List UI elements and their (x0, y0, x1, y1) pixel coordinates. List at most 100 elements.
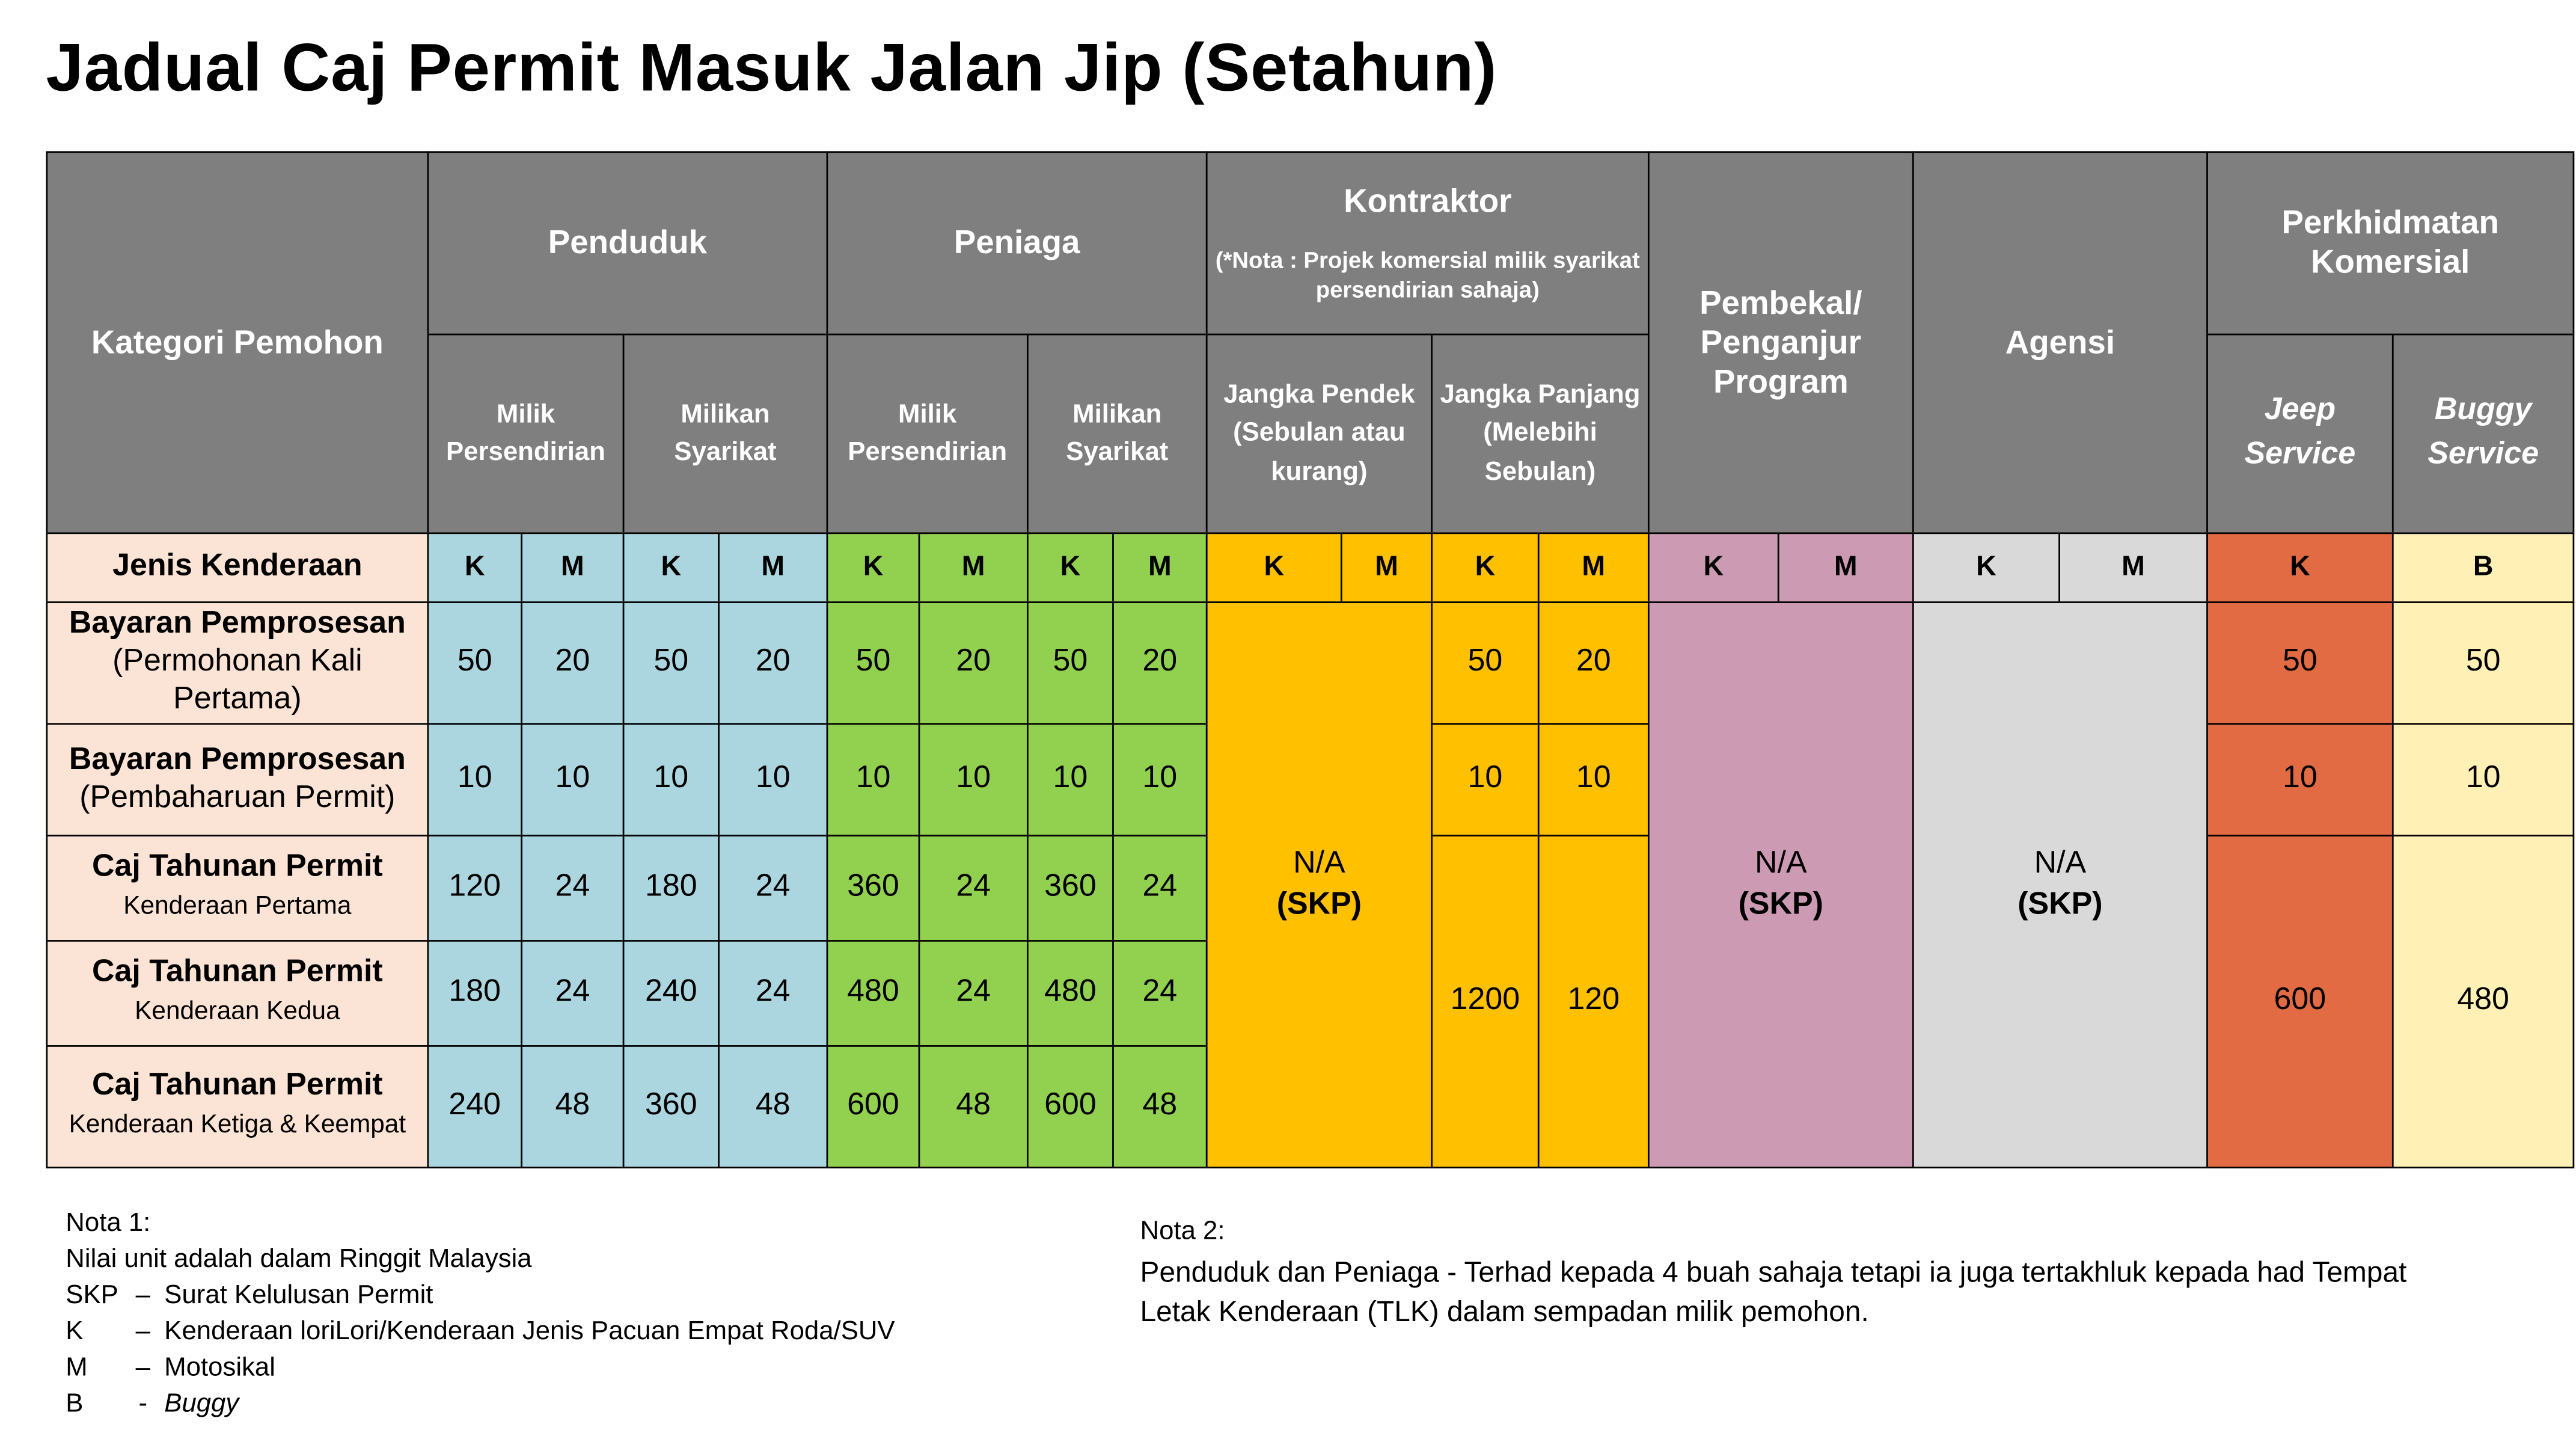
value-text: 50 (1053, 644, 1088, 679)
row-label: Jenis Kenderaan (46, 532, 429, 603)
vehicle-type: K (1647, 532, 1779, 603)
value-text: 24 (956, 974, 991, 1010)
value-text: 10 (555, 761, 590, 796)
value-cell: 48 (521, 1045, 625, 1169)
value-cell: 20 (521, 601, 625, 725)
value-cell: 360 (1026, 835, 1114, 942)
note-sep: – (135, 1354, 150, 1382)
na-text: N/A (1755, 845, 1807, 881)
value-cell: 50 (622, 601, 720, 725)
value-cell: 48 (1112, 1045, 1208, 1169)
note-abbr: SKP (66, 1281, 118, 1310)
vehicle-type-text: M (1148, 551, 1172, 583)
vehicle-type-text: K (464, 551, 485, 583)
value-cell: 180 (427, 940, 523, 1047)
vehicle-type: K (622, 532, 720, 603)
note-heading: Nota 1: (66, 1209, 151, 1238)
value-text: 10 (855, 761, 891, 796)
vehicle-type: M (1537, 532, 1650, 603)
value-text: 360 (847, 869, 899, 904)
value-cell: 50 (2206, 601, 2394, 725)
vehicle-type: M (521, 532, 625, 603)
sub-header-text: Milik Persendirian (848, 400, 1008, 467)
not-applicable-cell: N/A (SKP) (1205, 601, 1433, 1169)
value-text: 20 (1142, 644, 1178, 679)
group-header: Perkhidmatan Komersial (2206, 151, 2575, 336)
value-text: 240 (645, 974, 697, 1010)
value-text: 10 (755, 761, 791, 796)
value-cell: 50 (1431, 601, 1540, 725)
note-def: Kenderaan loriLori/Kenderaan Jenis Pacua… (164, 1318, 895, 1346)
vehicle-type: M (1112, 532, 1208, 603)
value-cell: 24 (918, 835, 1029, 942)
row-label-title: Caj Tahunan Permit (91, 1069, 383, 1103)
value-text: 20 (555, 644, 590, 679)
value-text: 600 (1044, 1088, 1097, 1123)
value-cell: 120 (427, 835, 523, 942)
group-note: (*Nota : Projek komersial milik syarikat… (1215, 246, 1640, 302)
value-text: 120 (1567, 983, 1620, 1017)
note-block: Nota 2: Penduduk dan Peniaga - Terhad kep… (1140, 1213, 2455, 1331)
vehicle-type: K (1912, 532, 2060, 603)
value-text: 24 (755, 974, 791, 1010)
note-abbr: B (66, 1390, 84, 1419)
na-note: (SKP) (1276, 886, 1362, 921)
vehicle-type: M (1340, 532, 1433, 603)
vehicle-type: K (1026, 532, 1114, 603)
row-label-title: Bayaran Pemprosesan (69, 742, 406, 777)
vehicle-type-text: M (961, 551, 985, 583)
value-text: 50 (2465, 644, 2501, 679)
note-item: B - Buggy (66, 1387, 895, 1423)
value-text: 10 (1053, 761, 1088, 796)
value-text: 1200 (1450, 983, 1520, 1017)
value-cell: 20 (918, 601, 1029, 725)
vehicle-type-text: M (761, 551, 785, 583)
note-item: SKP – Surat Kelulusan Permit (66, 1278, 895, 1315)
value-cell: 24 (718, 940, 828, 1047)
value-cell: 50 (826, 601, 920, 725)
sub-header-text: Milik Persendirian (446, 400, 605, 467)
group-header: Peniaga (826, 151, 1208, 336)
value-text: 24 (755, 869, 791, 904)
value-text: 480 (2457, 983, 2509, 1017)
value-text: 50 (1467, 644, 1503, 679)
header-cell: Kategori Pemohon (46, 151, 429, 535)
vehicle-type-text: K (2290, 551, 2310, 583)
vehicle-type: K (2206, 532, 2394, 603)
value-cell: 10 (1026, 723, 1114, 836)
value-text: 600 (847, 1088, 899, 1123)
not-applicable-cell: N/A (SKP) (1912, 601, 2208, 1169)
note-sep: – (135, 1318, 150, 1346)
value-cell: 10 (1431, 723, 1540, 836)
note-def: Motosikal (164, 1354, 275, 1382)
value-text: 10 (653, 761, 689, 796)
note-abbr: M (66, 1354, 88, 1382)
value-text: 10 (1467, 761, 1503, 796)
row-label-sub: (Pembaharuan Permit) (79, 779, 396, 815)
vehicle-type-text: K (1475, 551, 1496, 583)
sub-header: Milik Persendirian (427, 333, 625, 535)
note-item: M – Motosikal (66, 1351, 895, 1387)
value-cell: 48 (918, 1045, 1029, 1169)
not-applicable-cell: N/A (SKP) (1647, 601, 1914, 1169)
value-text: 360 (645, 1088, 697, 1123)
note-item: K – Kenderaan loriLori/Kenderaan Jenis Pac… (66, 1315, 895, 1351)
value-cell: 600 (1026, 1045, 1114, 1169)
value-cell: 24 (1112, 835, 1208, 942)
value-text: 10 (956, 761, 991, 796)
value-text: 10 (1576, 761, 1611, 796)
value-cell: 10 (918, 723, 1029, 836)
note-block: Nota 1: Nilai unit adalah dalam Ringgit M… (66, 1206, 895, 1423)
value-text: 50 (855, 644, 891, 679)
row-label-sub: Kenderaan Ketiga & Keempat (69, 1111, 406, 1140)
note-text: Penduduk dan Peniaga - Terhad kepada 4 b… (1140, 1255, 2407, 1328)
value-text: 50 (653, 644, 689, 679)
value-text: 24 (1142, 869, 1178, 904)
vehicle-type-text: M (1834, 551, 1858, 583)
sub-header-text: Milikan Syarikat (674, 400, 777, 467)
sub-header-text: Milikan Syarikat (1066, 400, 1169, 467)
value-text: 20 (1576, 644, 1611, 679)
vehicle-type: B (2391, 532, 2575, 603)
value-text: 24 (555, 974, 590, 1010)
